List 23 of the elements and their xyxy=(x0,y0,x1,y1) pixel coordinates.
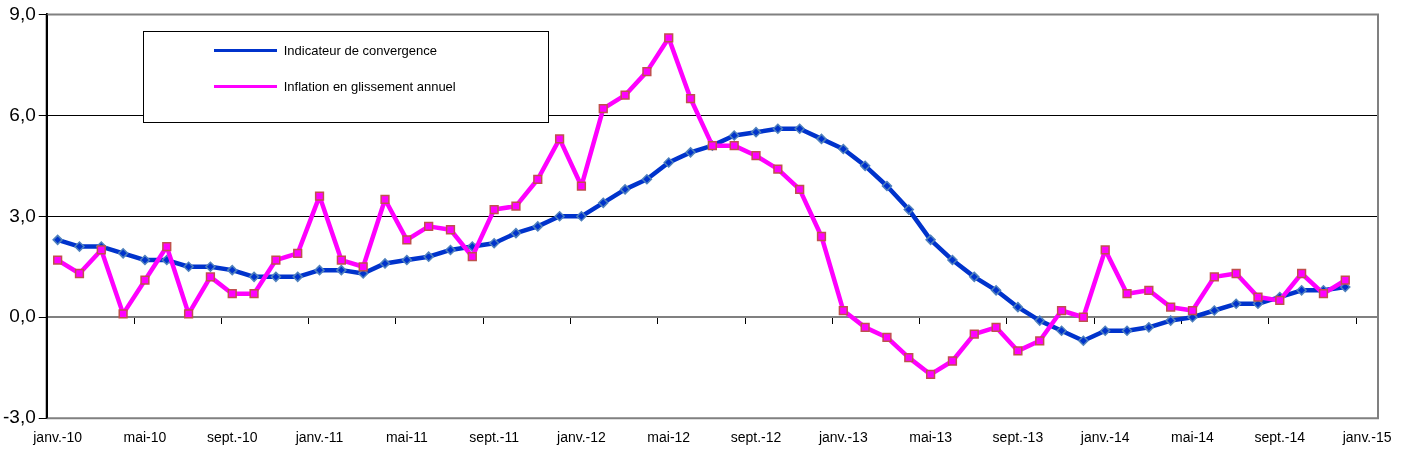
y-tick-label: 6,0 xyxy=(9,103,36,125)
x-tick-label: mai-12 xyxy=(647,429,691,446)
y-tick-label: 9,0 xyxy=(9,2,36,24)
x-tick-label: mai-13 xyxy=(909,429,953,446)
x-tick-label: mai-10 xyxy=(123,429,167,446)
x-tick-label: janv.-13 xyxy=(817,429,868,446)
x-tick-label: sept.-12 xyxy=(730,429,782,446)
x-tick-label: janv.-12 xyxy=(556,429,607,446)
legend-label: Indicateur de convergence xyxy=(283,42,437,58)
legend-label: Inflation en glissement annuel xyxy=(283,78,456,94)
x-tick-label: sept.-13 xyxy=(992,429,1044,446)
x-tick-label: janv.-15 xyxy=(1341,429,1392,446)
x-tick-label: janv.-11 xyxy=(294,429,344,446)
x-tick-label: janv.-10 xyxy=(32,429,83,446)
x-tick-label: sept.-11 xyxy=(469,429,520,446)
x-tick-label: mai-14 xyxy=(1171,429,1215,446)
x-tick-label: janv.-14 xyxy=(1079,429,1130,446)
y-tick-label: 3,0 xyxy=(9,204,36,226)
y-tick-label: 0,0 xyxy=(9,305,36,327)
y-tick-label: -3,0 xyxy=(2,406,36,428)
x-tick-label: sept.-10 xyxy=(206,429,258,446)
x-tick-label: mai-11 xyxy=(385,429,428,446)
x-tick-label: sept.-14 xyxy=(1254,429,1306,446)
